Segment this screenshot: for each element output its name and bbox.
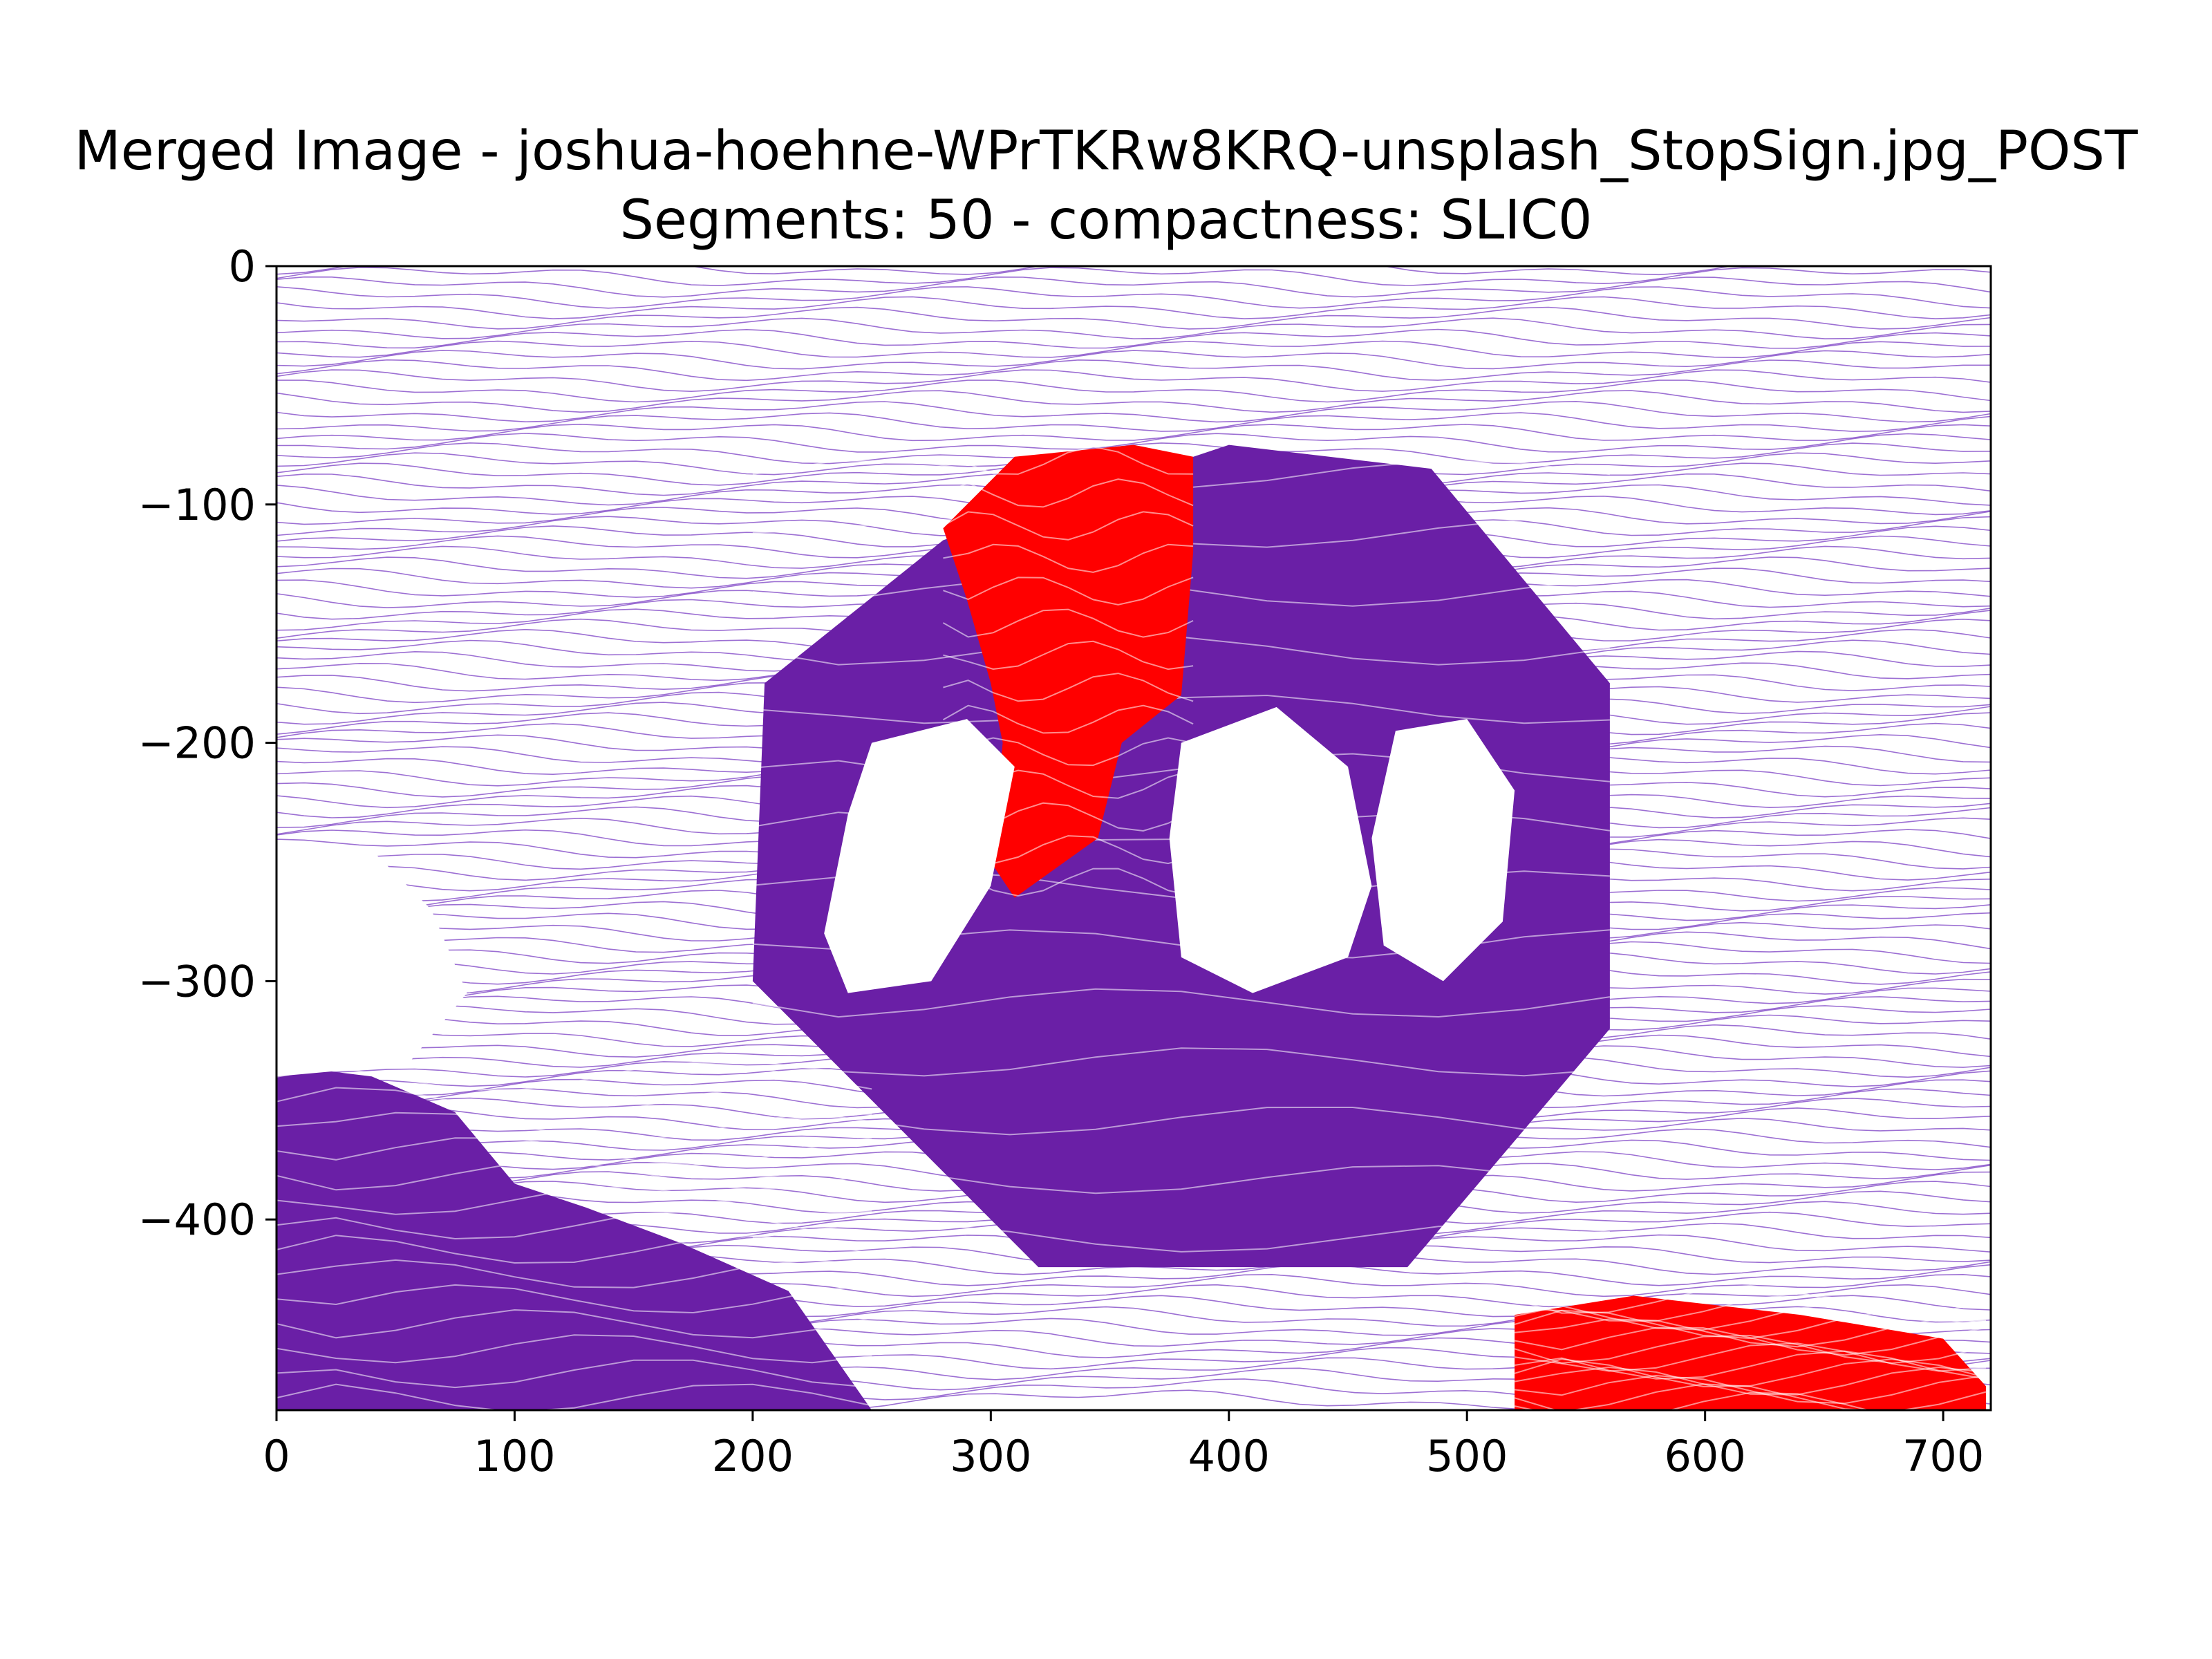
segment-streak	[276, 1185, 872, 1215]
x-axis: 0 100 200 300 400 500 600 700	[263, 1410, 1984, 1481]
background-streamline	[276, 276, 1991, 298]
y-tick-label: −400	[138, 1194, 256, 1245]
background-streamline	[276, 328, 1991, 349]
segment-streak	[1515, 1293, 1987, 1322]
segment-streak	[752, 1047, 1610, 1077]
x-tick-label: 600	[1664, 1431, 1745, 1481]
plot-area	[276, 266, 1991, 1410]
segment-streak	[943, 478, 1194, 508]
segment-streak	[752, 988, 1611, 1018]
y-tick-label: −100	[138, 480, 256, 530]
segment-streak	[1514, 1342, 1987, 1372]
segment-streak	[943, 446, 1194, 475]
background-streamline	[276, 266, 1734, 276]
x-tick-label: 100	[474, 1431, 555, 1481]
empty-regions	[276, 706, 1515, 1077]
segment-streak	[752, 1223, 1610, 1253]
y-axis: 0 −100 −200 −300 −400	[138, 241, 276, 1245]
segment-streak	[1515, 1318, 1987, 1348]
background-streamline	[276, 400, 1991, 423]
background-streamline	[276, 306, 1991, 330]
background-streamline	[276, 433, 1991, 453]
background-streamline	[276, 267, 1991, 287]
segment-streak	[276, 1334, 872, 1364]
x-tick-label: 500	[1426, 1431, 1508, 1481]
y-tick-label: −300	[138, 956, 256, 1006]
segment-streak	[276, 1359, 872, 1389]
segment-streak	[276, 1161, 872, 1191]
segment-streak	[1514, 1350, 1987, 1380]
segment-streak	[1514, 1301, 1987, 1331]
empty-region	[824, 719, 1015, 993]
chart-title-line1: Merged Image - joshua-hoehne-WPrTKRw8KRQ…	[74, 120, 2137, 182]
background-streamline	[276, 285, 1991, 309]
empty-region	[276, 850, 467, 1077]
background-streamline	[276, 317, 1991, 339]
axes-frame	[275, 265, 1992, 1412]
segment-streak	[276, 1284, 872, 1314]
segment-streak	[276, 1309, 872, 1339]
highlighted-segment	[1515, 1295, 1987, 1410]
segment-streak	[276, 1383, 872, 1410]
segment-streak	[752, 1106, 1610, 1136]
x-tick-label: 400	[1188, 1431, 1270, 1481]
segment-streak	[276, 1087, 872, 1116]
segment-streak	[276, 1259, 872, 1288]
background-streamline	[276, 423, 1991, 442]
segment-streak	[276, 1112, 872, 1141]
background-streamline	[276, 359, 1991, 382]
segment-streak	[1514, 1374, 1987, 1405]
segment-streak	[276, 1137, 872, 1166]
segment-streak	[752, 1165, 1611, 1194]
y-tick-label: −200	[138, 718, 256, 769]
segment-streak	[942, 704, 1194, 734]
y-tick-label: 0	[229, 241, 256, 292]
background-streamline	[276, 390, 1991, 413]
x-tick-label: 0	[263, 1431, 290, 1481]
background-streamline	[276, 379, 1991, 403]
segment-streak	[943, 577, 1194, 606]
segment-streak	[1514, 1391, 1871, 1410]
chart-title-line2: Segments: 50 - compactness: SLIC0	[620, 189, 1593, 252]
segment-streak	[942, 608, 1194, 638]
segment-streak	[276, 1235, 872, 1264]
segment-streak	[1514, 1284, 1987, 1314]
x-tick-label: 300	[950, 1431, 1031, 1481]
background-streamline	[276, 369, 1991, 393]
segment-streak	[943, 673, 1194, 702]
segment-streak	[1514, 1366, 1987, 1396]
empty-region	[1371, 719, 1515, 982]
segment-streak	[276, 1062, 872, 1091]
segment-streak	[1514, 1334, 1987, 1365]
background-streamline	[276, 350, 1991, 370]
x-tick-label: 200	[712, 1431, 794, 1481]
empty-region	[1169, 706, 1372, 993]
background-streamline	[276, 340, 1991, 359]
x-tick-label: 700	[1902, 1431, 1984, 1481]
background-streamline	[276, 296, 1991, 319]
segment-streak	[276, 1210, 872, 1240]
segment-streak	[942, 511, 1194, 541]
segment-streak	[943, 543, 1194, 573]
background-streamline	[276, 412, 1991, 432]
segment-streak	[943, 640, 1194, 671]
